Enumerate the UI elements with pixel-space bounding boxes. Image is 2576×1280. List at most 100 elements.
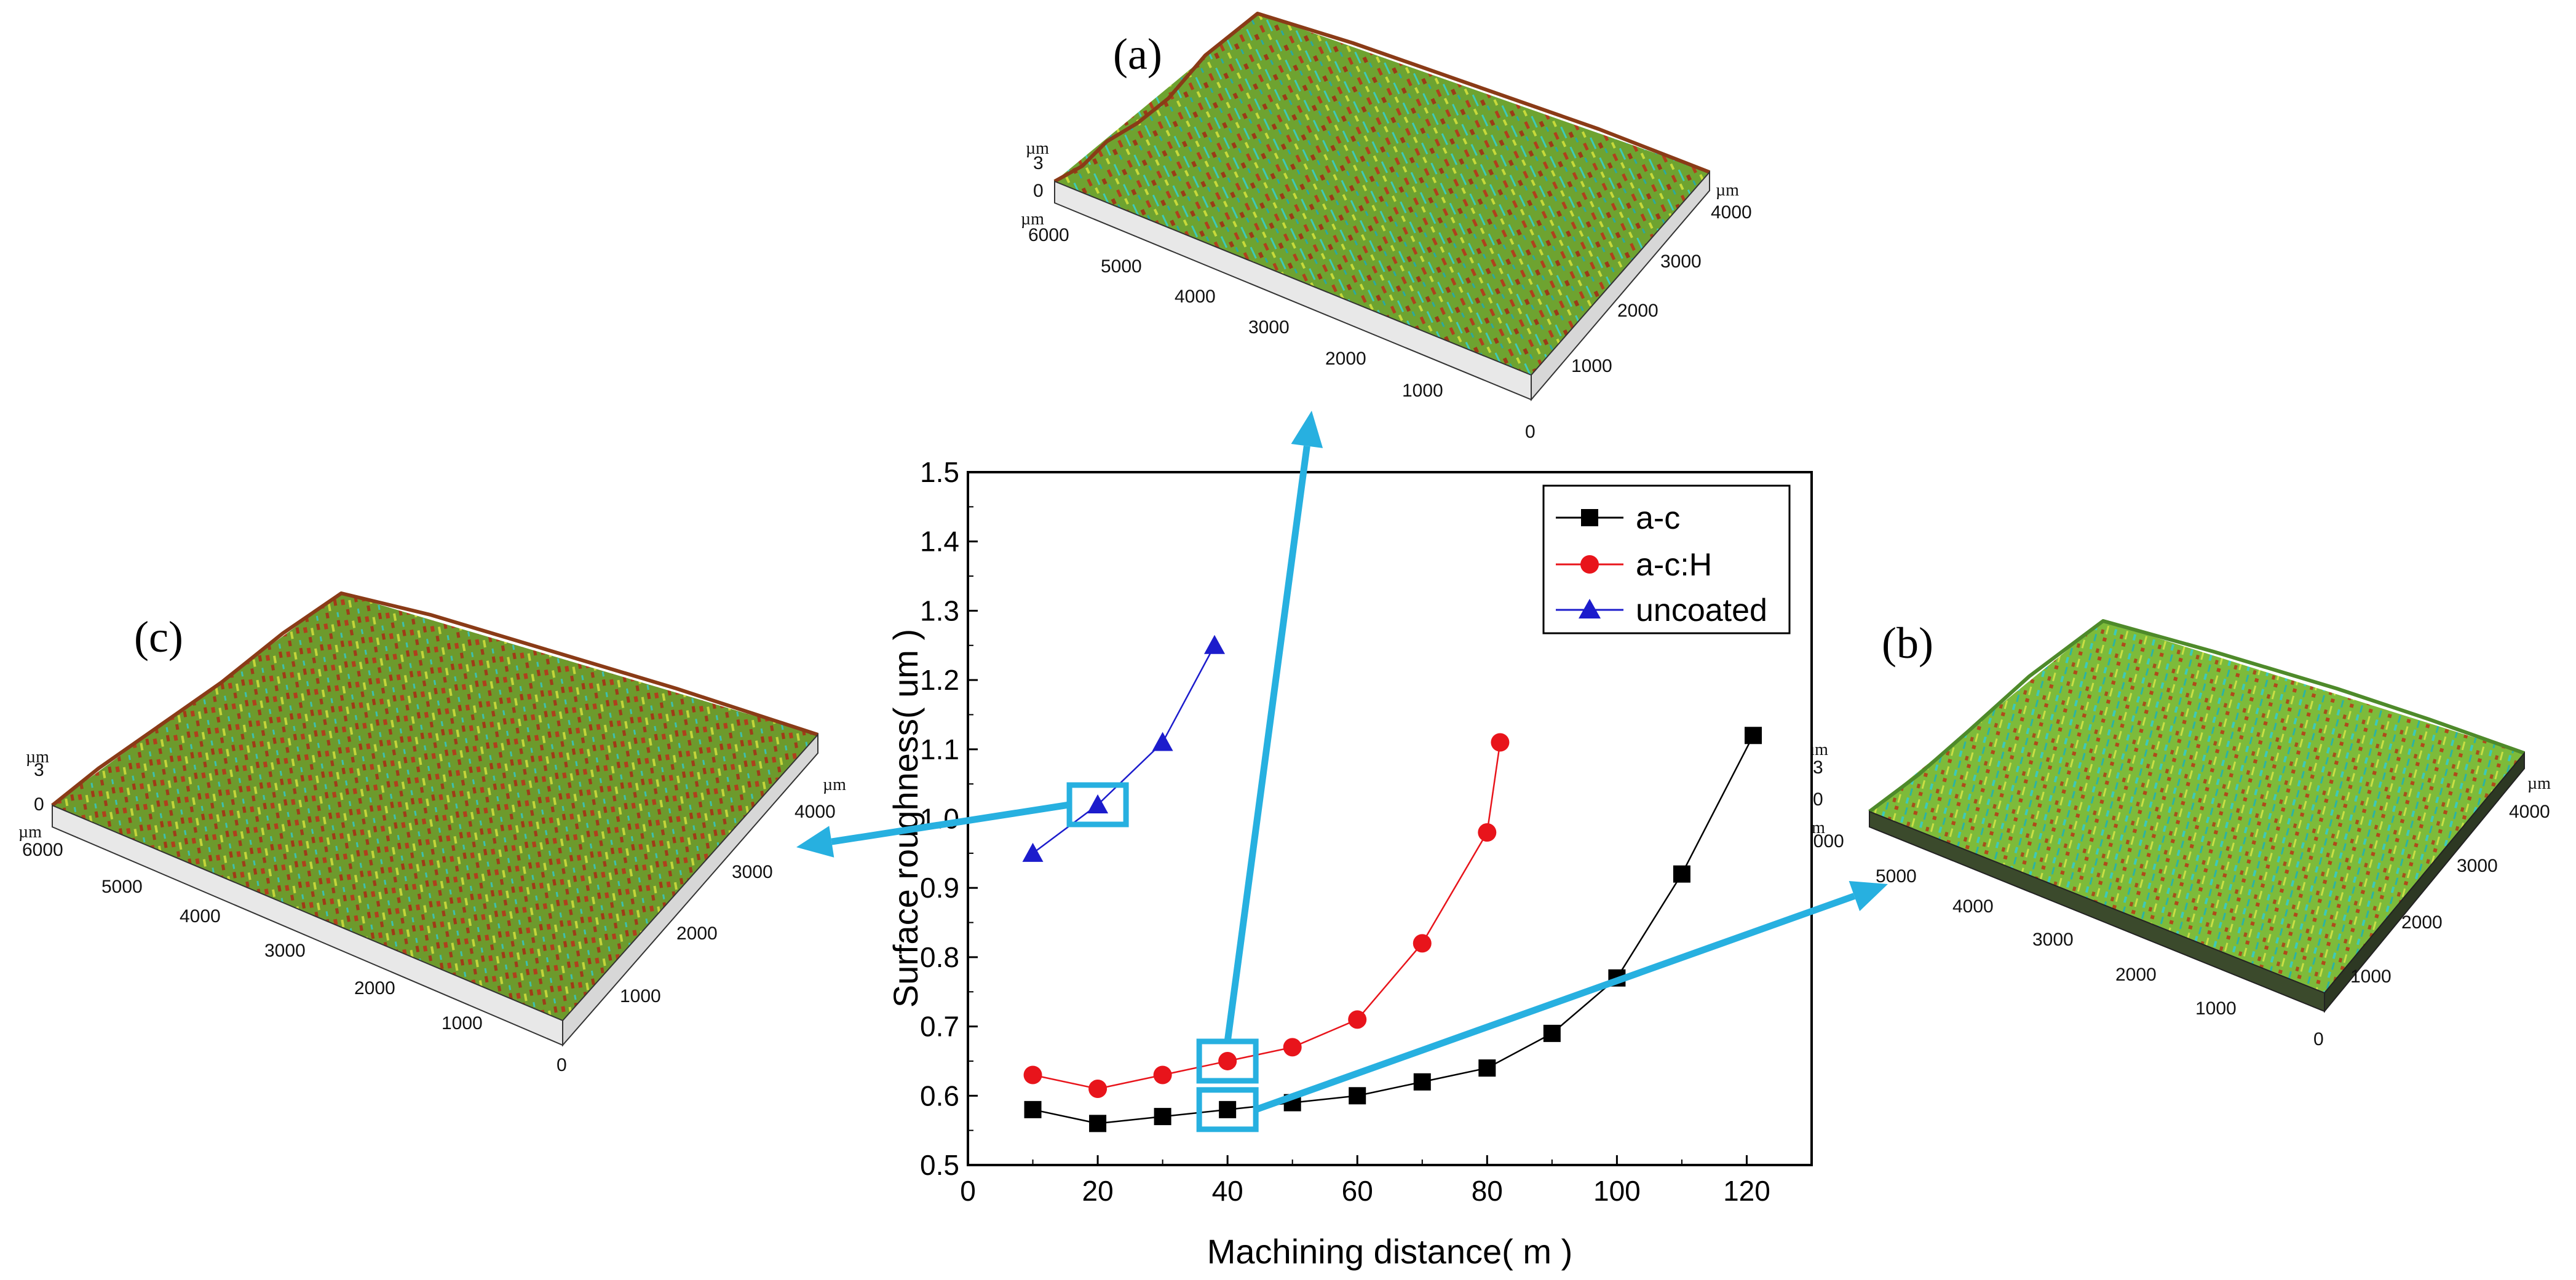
pointer-arrow-head-c <box>796 826 834 858</box>
data-point-a-c <box>1024 1100 1042 1118</box>
pointer-arrow-head-b <box>1849 881 1888 911</box>
legend: a-c a-c:H uncoated <box>1542 484 1791 634</box>
surface-b-base-side <box>2324 751 2525 1013</box>
data-point-uncoated <box>1152 732 1173 751</box>
series-a-c-h <box>1023 733 1510 1099</box>
panel-label-a: (a) <box>1113 30 1162 79</box>
surface-a-y-unit: µm <box>1716 181 1739 200</box>
surface-a-x-tick: 1000 <box>1402 381 1443 401</box>
data-point-uncoated <box>1087 794 1109 813</box>
data-point-a-c <box>1154 1108 1171 1126</box>
panel-label-c: (c) <box>134 612 183 662</box>
y-axis: 0.50.60.70.80.91.01.11.21.31.41.5 <box>920 456 978 1181</box>
y-tick-label: 0.8 <box>920 941 959 973</box>
highlight-layer <box>796 411 1888 1132</box>
data-point-a-c-h <box>1218 1051 1237 1070</box>
surface-c-y-tick: 1000 <box>620 986 661 1006</box>
x-tick-label: 0 <box>960 1175 976 1207</box>
main-line-chart: 0 20 40 60 80 100 120 0.50.60.70.80.91.01.11.2… <box>886 456 1813 1271</box>
surface-a-x-tick: 2000 <box>1325 349 1366 369</box>
y-tick-label: 1.5 <box>920 456 959 488</box>
x-axis: 0 20 40 60 80 100 120 <box>960 1155 1770 1207</box>
surface-a-y-tick: 3000 <box>1660 251 1702 272</box>
legend-marker-triangle <box>1579 599 1601 618</box>
surface-c-rough-top <box>52 593 818 1021</box>
data-point-a-c <box>1745 727 1762 745</box>
surface-b-x-tick: 1000 <box>2195 998 2237 1019</box>
y-tick-label: 1.1 <box>920 733 959 765</box>
surface-a-y-tick: 0 <box>1525 422 1536 442</box>
legend-label-uncoated: uncoated <box>1636 593 1767 628</box>
data-point-a-c-h <box>1088 1080 1108 1099</box>
pointer-arrow-line-a <box>1224 445 1310 1042</box>
surface-c-z-tick: 0 <box>34 794 44 815</box>
surface-plot-b: (b) µm 3 0 µm 6000 5000 4000 3000 2000 1… <box>1802 618 2551 1049</box>
surface-c-z-tick: 3 <box>34 760 44 780</box>
legend-label-a-c-h: a-c:H <box>1636 547 1712 583</box>
x-tick-label: 40 <box>1212 1175 1243 1207</box>
y-tick-label: 0.7 <box>920 1011 959 1043</box>
surface-b-y-tick: 2000 <box>2401 912 2443 933</box>
surface-a-x-tick: 6000 <box>1028 225 1069 245</box>
surface-b-y-unit: µm <box>2527 774 2551 793</box>
y-tick-label: 1.2 <box>920 664 959 696</box>
series-line-uncoated <box>1032 645 1216 854</box>
surface-a-y-tick: 2000 <box>1617 301 1659 321</box>
data-point-a-c-h <box>1413 934 1432 953</box>
data-point-a-c-h <box>1478 823 1497 842</box>
surface-a-rough-top <box>1055 14 1710 375</box>
surface-b-x-tick: 2000 <box>2115 965 2157 985</box>
data-point-a-c <box>1349 1087 1366 1105</box>
surface-c-x-tick: 4000 <box>180 906 221 926</box>
surface-b-x-tick: 5000 <box>1876 866 1917 887</box>
surface-c-x-tick: 2000 <box>354 978 395 998</box>
data-point-uncoated <box>1204 634 1226 654</box>
surface-a-x-unit: µm <box>1021 210 1044 229</box>
surface-a-x-tick: 3000 <box>1248 317 1290 338</box>
surface-b-z-tick: 0 <box>1813 789 1823 810</box>
y-tick-label: 0.6 <box>920 1080 959 1112</box>
y-axis-title: Surface roughness( um ) <box>886 629 925 1008</box>
surface-b-y-tick: 4000 <box>2509 802 2550 822</box>
data-point-a-c-h <box>1153 1065 1172 1084</box>
surface-c-y-tick: 2000 <box>676 923 718 944</box>
pointer-arrow-line-b <box>1254 893 1856 1113</box>
legend-marker-circle <box>1580 555 1599 574</box>
x-tick-label: 120 <box>1723 1175 1770 1207</box>
data-point-a-c-h <box>1348 1010 1367 1029</box>
surface-c-y-tick: 0 <box>557 1055 567 1075</box>
data-point-a-c <box>1219 1100 1237 1118</box>
surface-c-base-side <box>562 733 818 1047</box>
data-point-a-c <box>1478 1059 1496 1077</box>
surface-a-x-tick: 5000 <box>1101 256 1142 277</box>
y-tick-label: 1.3 <box>920 595 959 626</box>
series-uncoated <box>1022 634 1226 862</box>
data-point-a-c-h <box>1023 1065 1042 1084</box>
surface-b-y-tick: 3000 <box>2457 856 2498 876</box>
data-point-a-c <box>1673 865 1690 883</box>
legend-label-a-c: a-c <box>1636 500 1680 536</box>
surface-a-y-tick: 1000 <box>1571 356 1612 376</box>
y-tick-label: 0.5 <box>920 1149 959 1181</box>
surface-a-z-unit: µm <box>1026 139 1049 158</box>
legend-item-a-c: a-c <box>1556 500 1680 536</box>
x-axis-title: Machining distance( m ) <box>1207 1232 1572 1271</box>
surface-a-x-tick: 4000 <box>1175 286 1216 307</box>
pointer-arrow-head-a <box>1291 411 1323 448</box>
x-tick-label: 20 <box>1082 1175 1113 1207</box>
surface-a-z-tick: 3 <box>1033 153 1044 173</box>
surface-c-x-tick: 6000 <box>22 840 63 860</box>
legend-marker-square <box>1581 509 1598 526</box>
x-tick-label: 80 <box>1472 1175 1503 1207</box>
surface-b-z-tick: 3 <box>1813 757 1823 778</box>
x-tick-label: 60 <box>1342 1175 1373 1207</box>
legend-item-uncoated: uncoated <box>1556 593 1767 628</box>
y-tick-label: 0.9 <box>920 872 959 904</box>
surface-c-y-unit: µm <box>823 775 846 794</box>
data-point-a-c-h <box>1491 733 1510 752</box>
surface-c-x-unit: µm <box>18 823 42 842</box>
surface-b-rough-top <box>1869 621 2524 993</box>
y-tick-label: 1.4 <box>920 526 959 558</box>
pointer-arrow-line-c <box>831 801 1070 845</box>
